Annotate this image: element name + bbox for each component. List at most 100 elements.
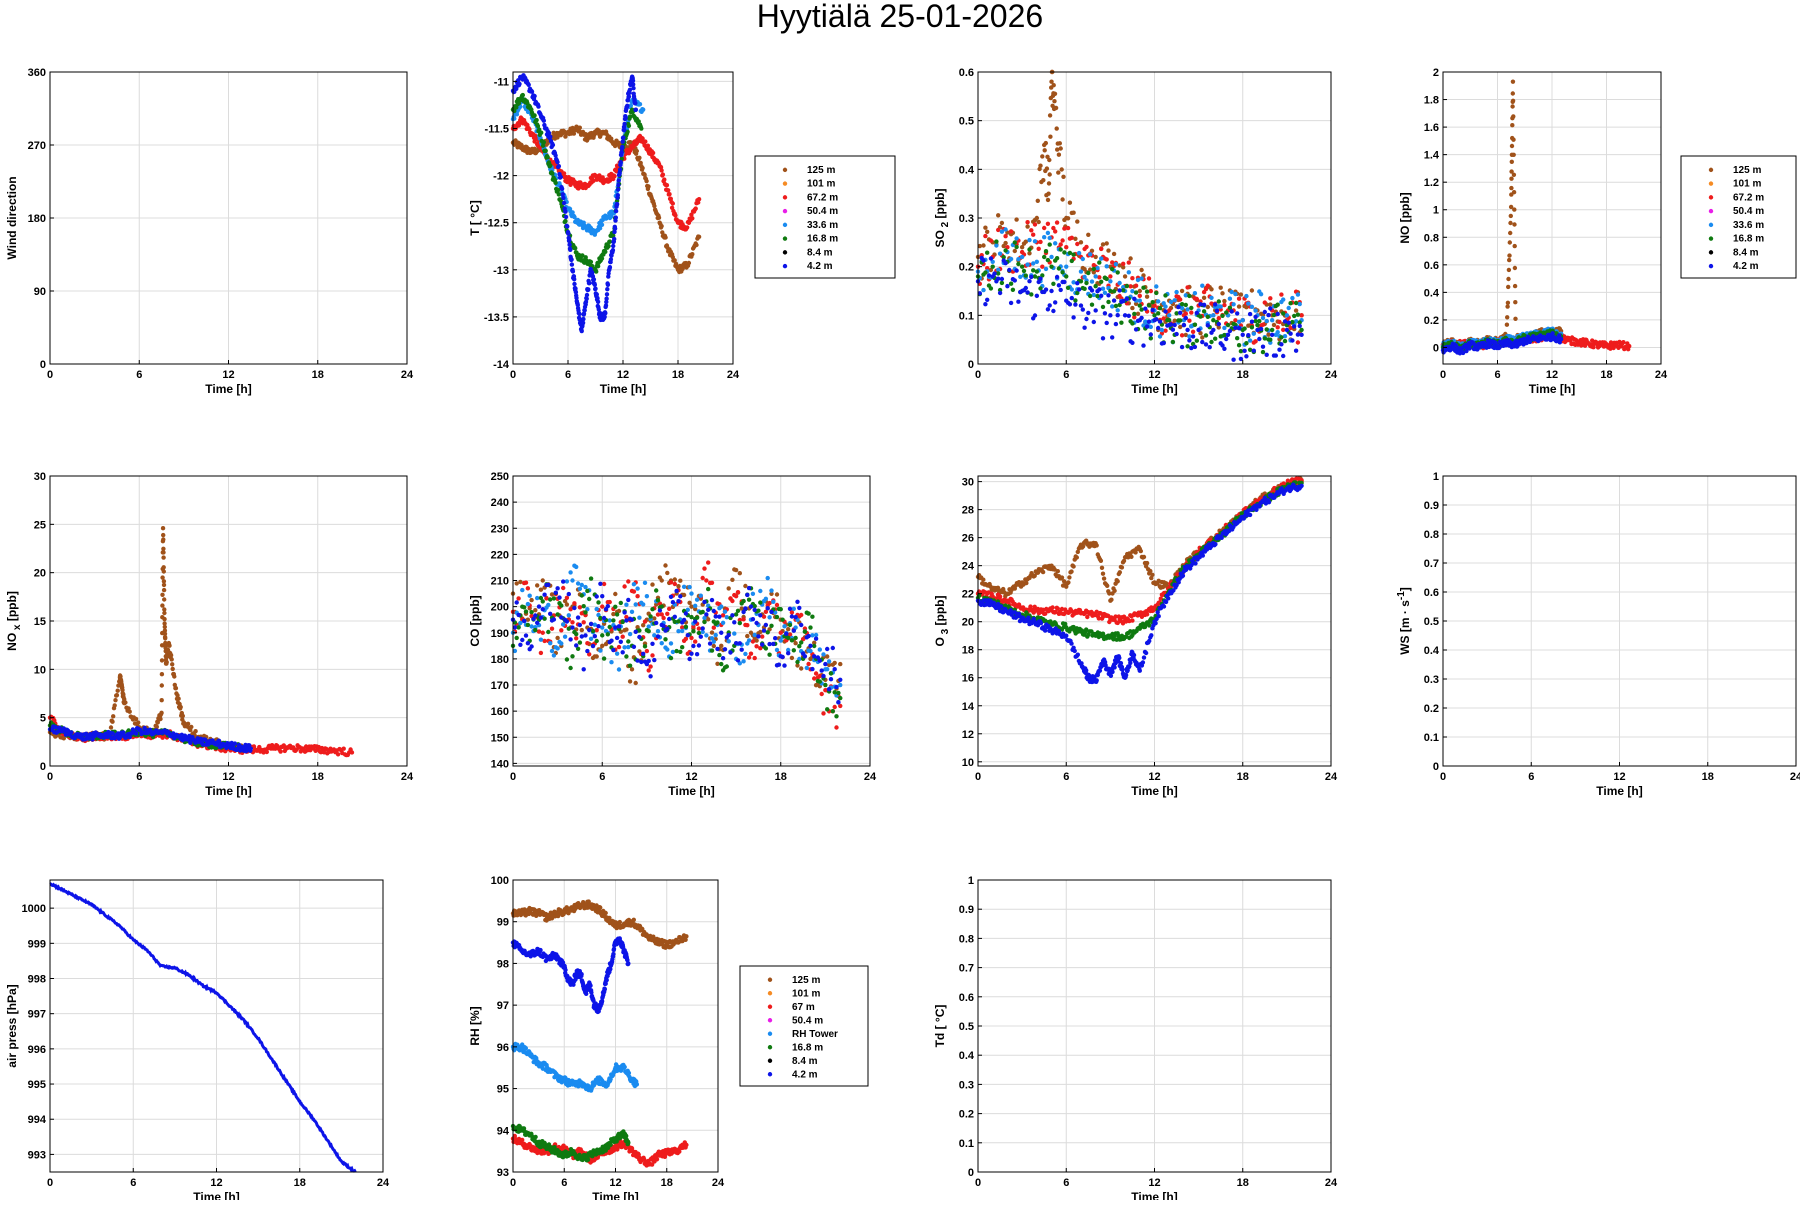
data-point [706, 587, 710, 591]
data-point [1014, 268, 1018, 272]
data-point [179, 705, 183, 709]
data-point [749, 651, 753, 655]
x-tick-label: 6 [136, 771, 142, 783]
data-point [694, 243, 698, 247]
data-point [616, 187, 620, 191]
data-point [764, 597, 768, 601]
data-point [578, 605, 582, 609]
data-point [710, 648, 714, 652]
data-point [639, 126, 643, 130]
data-point [1279, 342, 1283, 346]
data-point [1044, 267, 1048, 271]
data-point [555, 636, 559, 640]
y-tick-label: 0.3 [959, 213, 974, 225]
data-point [555, 612, 559, 616]
data-point [646, 184, 650, 188]
data-point [1195, 297, 1199, 301]
data-point [600, 604, 604, 608]
data-point [533, 628, 537, 632]
legend-marker [783, 250, 787, 254]
data-point [622, 128, 626, 132]
data-point [1125, 284, 1129, 288]
data-point [678, 650, 682, 654]
data-point [561, 586, 565, 590]
data-point [632, 582, 636, 586]
data-point [1090, 279, 1094, 283]
data-point [1013, 240, 1017, 244]
data-point [665, 647, 669, 651]
data-point [1071, 280, 1075, 284]
data-point [1507, 253, 1511, 257]
data-point [167, 644, 171, 648]
data-point [701, 610, 705, 614]
data-point [702, 620, 706, 624]
data-point [682, 585, 686, 589]
data-point [747, 598, 751, 602]
data-point [786, 627, 790, 631]
data-point [606, 244, 610, 248]
legend-label: 125 m [807, 165, 835, 176]
data-point [595, 654, 599, 658]
legend-label: 33.6 m [807, 220, 838, 231]
data-point [1507, 258, 1511, 262]
y-tick-label: 0 [968, 359, 974, 371]
data-point [663, 563, 667, 567]
data-point [1154, 291, 1158, 295]
data-point [1044, 141, 1048, 145]
data-point [738, 571, 742, 575]
data-point [1209, 296, 1213, 300]
data-point [1244, 354, 1248, 358]
data-point [775, 592, 779, 596]
data-point [1178, 325, 1182, 329]
data-point [176, 697, 180, 701]
data-point [524, 609, 528, 613]
data-point [621, 140, 625, 144]
data-point [1173, 323, 1177, 327]
data-point [1276, 325, 1280, 329]
data-point [1288, 332, 1292, 336]
data-point [1055, 256, 1059, 260]
data-point [1507, 268, 1511, 272]
data-point [1277, 348, 1281, 352]
data-point [779, 631, 783, 635]
data-point [1134, 290, 1138, 294]
data-point [1099, 280, 1103, 284]
data-point [1149, 289, 1153, 293]
data-point [586, 287, 590, 291]
data-point [1171, 340, 1175, 344]
data-point [641, 602, 645, 606]
data-point [730, 578, 734, 582]
data-point [767, 615, 771, 619]
data-point [160, 658, 164, 662]
data-point [516, 596, 520, 600]
data-point [998, 291, 1002, 295]
data-point [1196, 328, 1200, 332]
data-point [1025, 262, 1029, 266]
data-point [771, 600, 775, 604]
data-point [1513, 317, 1517, 321]
data-point [1108, 274, 1112, 278]
data-point [606, 283, 610, 287]
data-point [1009, 301, 1013, 305]
data-point [1550, 331, 1554, 335]
data-point [170, 657, 174, 661]
data-point [1005, 284, 1009, 288]
data-point [542, 119, 546, 123]
data-point [1167, 313, 1171, 317]
data-point [169, 653, 173, 657]
legend-marker [783, 209, 787, 213]
x-tick-label: 18 [312, 771, 324, 783]
data-point [665, 612, 669, 616]
data-point [1000, 230, 1004, 234]
x-tick-label: 24 [1325, 369, 1338, 381]
data-point [1093, 308, 1097, 312]
data-point [1053, 229, 1057, 233]
data-point [555, 646, 559, 650]
data-point [741, 617, 745, 621]
y-tick-label: 0 [40, 761, 46, 773]
data-point [715, 662, 719, 666]
data-point [1130, 306, 1134, 310]
data-point [595, 628, 599, 632]
